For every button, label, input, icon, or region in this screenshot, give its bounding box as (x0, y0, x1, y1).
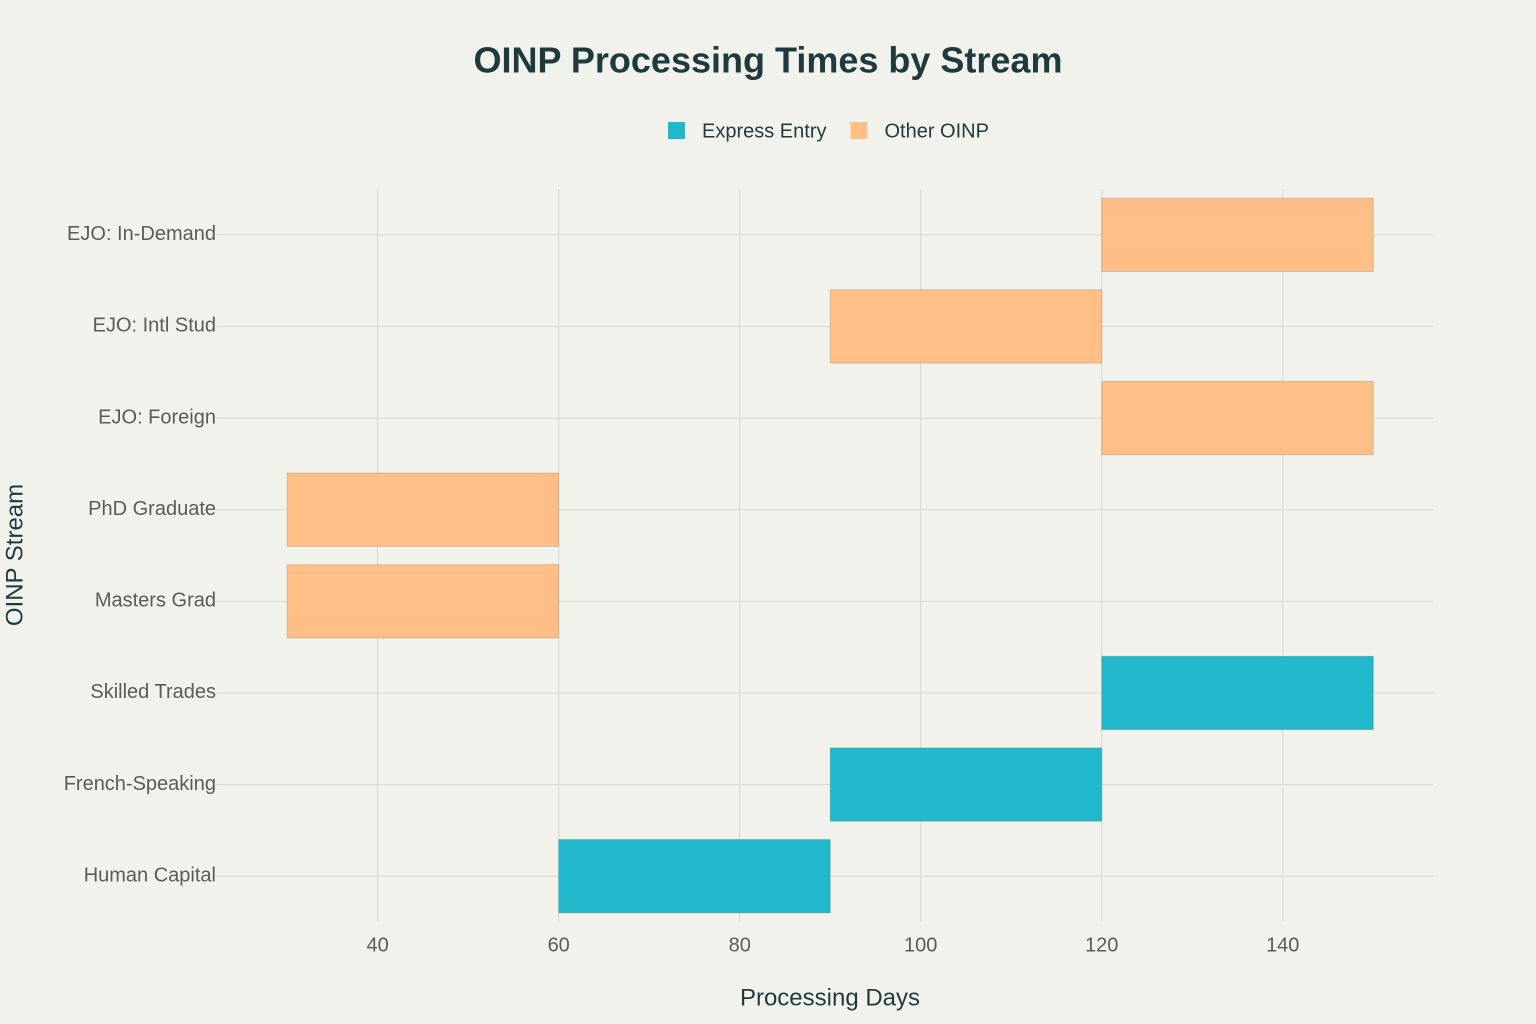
bar (829, 747, 1103, 822)
legend-label: Express Entry (702, 120, 826, 142)
bar (1101, 655, 1374, 731)
x-tick-label: 80 (729, 934, 751, 956)
legend-swatch (668, 122, 685, 139)
legend-swatch (850, 122, 868, 139)
y-axis-title: OINP Stream (1, 484, 28, 626)
bar (1101, 197, 1374, 272)
bar (286, 472, 560, 547)
x-tick-label: 140 (1266, 934, 1299, 956)
y-tick-label: Skilled Trades (90, 681, 216, 703)
bar (829, 289, 1103, 364)
bar (558, 839, 831, 914)
y-tick-label: EJO: Intl Stud (93, 315, 216, 337)
legend-label: Other OINP (884, 120, 988, 142)
x-axis-title: Processing Days (740, 984, 920, 1011)
y-tick-label: PhD Graduate (88, 498, 216, 520)
x-tick-label: 60 (548, 934, 570, 956)
bar (1101, 380, 1374, 456)
y-tick-label: Masters Grad (95, 590, 216, 612)
y-tick-label: EJO: Foreign (98, 406, 216, 428)
y-tick-label: Human Capital (84, 864, 216, 886)
marks (286, 197, 1374, 914)
x-tick-label: 120 (1085, 934, 1118, 956)
x-tick-label: 40 (367, 934, 389, 956)
bar (286, 564, 560, 639)
y-tick-label: EJO: In-Demand (67, 223, 216, 245)
chart-title: OINP Processing Times by Stream (474, 40, 1063, 81)
y-tick-label: French-Speaking (64, 773, 216, 795)
x-tick-label: 100 (904, 934, 937, 956)
